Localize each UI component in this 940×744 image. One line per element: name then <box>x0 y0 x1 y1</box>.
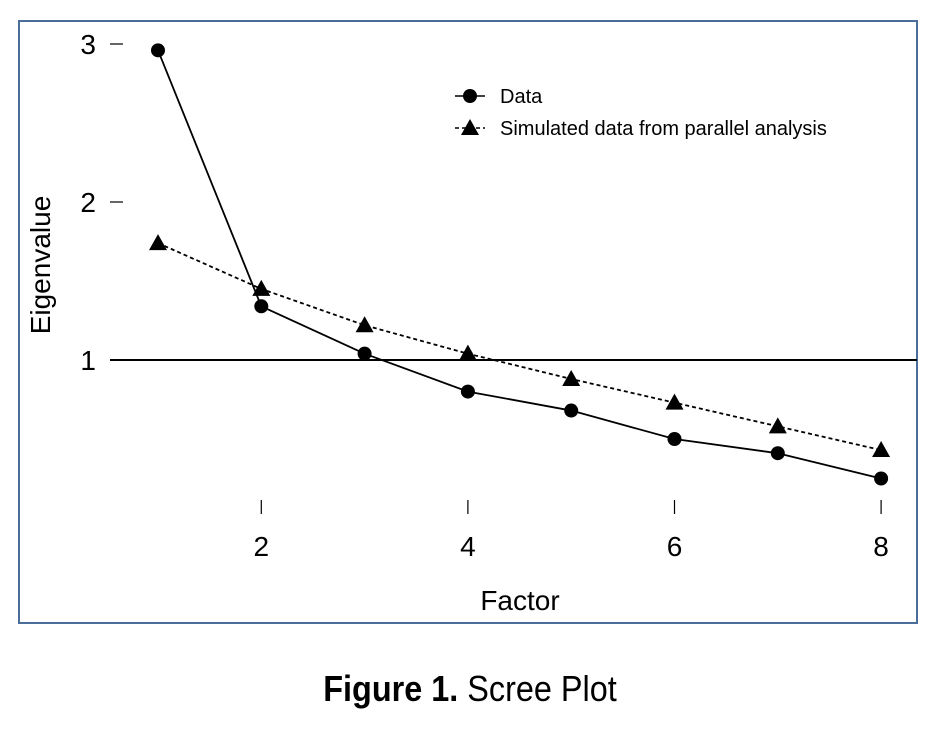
simulated-point-1 <box>149 234 167 251</box>
data-point-6 <box>667 432 682 446</box>
simulated-point-3 <box>355 316 374 333</box>
legend-label-1: Data <box>500 86 543 108</box>
data-point-4 <box>460 384 475 399</box>
chart-panel <box>18 20 918 624</box>
data-point-5 <box>564 403 579 418</box>
series-line-1 <box>157 49 882 480</box>
x-tick-label: 2 <box>254 531 270 562</box>
x-tick-label: 8 <box>873 531 889 562</box>
x-axis-label: Factor <box>480 585 559 616</box>
y-tick-label: 3 <box>80 29 96 60</box>
caption-label: Figure 1. <box>323 668 459 709</box>
legend-label-2: Simulated data from parallel analysis <box>500 118 827 140</box>
y-tick-label: 1 <box>80 345 96 376</box>
caption-text: Scree Plot <box>467 668 617 709</box>
simulated-point-4 <box>458 344 477 361</box>
figure-caption: Figure 1. Scree Plot <box>47 668 893 710</box>
y-axis-label: Eigenvalue <box>25 196 56 335</box>
data-point-2 <box>254 299 269 314</box>
simulated-point-5 <box>562 369 581 386</box>
y-tick-label: 2 <box>80 187 96 218</box>
simulated-point-2 <box>252 279 271 296</box>
simulated-point-8 <box>872 441 891 458</box>
series-line-2 <box>157 242 882 451</box>
simulated-point-6 <box>665 393 684 410</box>
x-tick-label: 4 <box>460 531 476 562</box>
data-point-3 <box>357 346 372 361</box>
data-point-1 <box>151 43 165 58</box>
data-point-7 <box>770 446 785 461</box>
legend-marker-1 <box>463 89 477 103</box>
simulated-point-7 <box>768 417 787 434</box>
x-tick-label: 6 <box>667 531 683 562</box>
legend-marker-2 <box>461 119 479 135</box>
data-point-8 <box>874 471 889 486</box>
